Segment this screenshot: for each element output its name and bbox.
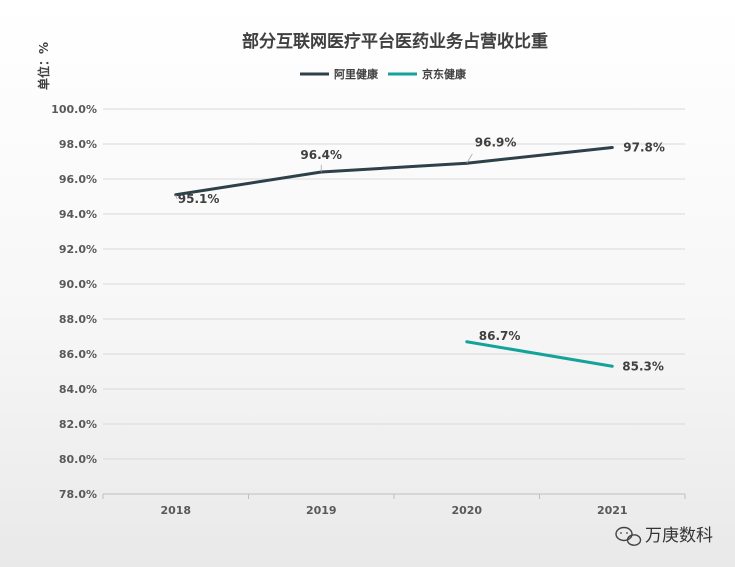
data-point (465, 340, 469, 344)
series-line-0 (175, 146, 613, 197)
grid (103, 108, 685, 495)
x-axis: 2018 2019 2020 2021 (102, 494, 686, 517)
label-leader (175, 194, 178, 200)
watermark: 万庚数科 (615, 526, 713, 546)
legend: 阿里健康 京东健康 (300, 67, 467, 81)
y-tick-label: 96.0% (59, 173, 97, 186)
chart-title: 部分互联网医疗平台医药业务占营收比重 (242, 31, 548, 52)
data-label: 96.9% (475, 135, 517, 149)
data-label: 97.8% (623, 141, 665, 155)
y-tick-label: 98.0% (59, 138, 97, 151)
watermark-text: 万庚数科 (645, 526, 713, 546)
data-labels: 95.1% 96.4% 96.9% 97.8% 86.7% 85.3% (175, 135, 665, 373)
unit-label: 单位：% (36, 42, 51, 90)
series-layer (174, 146, 614, 368)
data-label: 86.7% (479, 329, 521, 343)
y-tick-label: 88.0% (59, 313, 97, 326)
y-axis: 78.0% 80.0% 82.0% 84.0% 86.0% 88.0% 90.0% 92.0%… (51, 103, 97, 501)
data-label: 95.1% (178, 192, 220, 206)
data-label: 96.4% (300, 148, 342, 162)
y-tick-label: 100.0% (51, 103, 97, 116)
y-tick-label: 78.0% (59, 488, 97, 501)
data-point (610, 146, 614, 149)
label-leader (466, 153, 473, 164)
x-tick-label: 2018 (160, 504, 191, 517)
y-tick-label: 90.0% (59, 278, 97, 291)
x-tick-label: 2019 (306, 504, 337, 517)
data-label: 85.3% (622, 359, 664, 373)
x-tick-label: 2021 (597, 504, 628, 517)
y-tick-label: 94.0% (59, 208, 97, 221)
legend-label-jdhealth: 京东健康 (422, 67, 467, 81)
y-tick-label: 80.0% (59, 453, 97, 466)
data-point (610, 364, 614, 368)
y-tick-label: 82.0% (59, 418, 97, 431)
y-tick-label: 86.0% (59, 348, 97, 361)
wechat-icon (615, 526, 642, 546)
x-tick-label: 2020 (451, 504, 482, 517)
y-tick-label: 84.0% (59, 383, 97, 396)
legend-label-alihealth: 阿里健康 (334, 67, 379, 81)
y-tick-label: 92.0% (59, 243, 97, 256)
series-line-1 (466, 340, 613, 368)
